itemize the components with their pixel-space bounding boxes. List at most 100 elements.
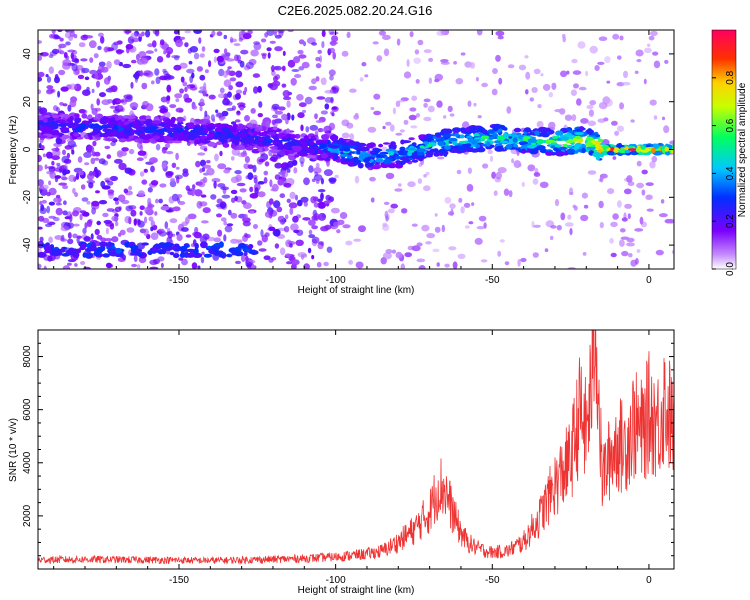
- heatmap-cell: [623, 70, 628, 79]
- heatmap-cell: [166, 84, 172, 93]
- heatmap-cell: [394, 188, 403, 192]
- spectrogram-y-label: Frequency (Hz): [8, 116, 19, 185]
- heatmap-cell: [272, 229, 280, 237]
- heatmap-cell: [245, 146, 254, 151]
- heatmap-cell: [460, 206, 465, 214]
- heatmap-cell: [323, 169, 333, 177]
- heatmap-cell: [486, 141, 491, 147]
- heatmap-cell: [116, 99, 125, 103]
- heatmap-cell: [401, 140, 408, 144]
- heatmap-cell: [180, 250, 185, 258]
- heatmap-cell: [55, 194, 61, 199]
- heatmap-cell: [286, 112, 291, 121]
- heatmap-cell: [118, 232, 122, 237]
- heatmap-cell: [390, 203, 399, 209]
- heatmap-cell: [349, 88, 357, 93]
- heatmap-cell: [305, 126, 310, 133]
- heatmap-cell: [301, 141, 308, 147]
- heatmap-cell: [520, 150, 526, 154]
- heatmap-cell: [224, 225, 233, 233]
- heatmap-cell: [117, 135, 123, 139]
- heatmap-cell: [101, 124, 111, 129]
- heatmap-cell: [67, 238, 74, 245]
- heatmap-cell: [62, 62, 71, 70]
- heatmap-cell: [639, 216, 644, 225]
- heatmap-cell: [126, 115, 134, 120]
- heatmap-cell: [635, 49, 644, 57]
- heatmap-cell: [43, 117, 48, 123]
- heatmap-cell: [141, 57, 149, 65]
- heatmap-cell: [341, 161, 349, 165]
- heatmap-cell: [320, 77, 327, 86]
- heatmap-cell: [145, 50, 154, 54]
- heatmap-cell: [216, 31, 223, 37]
- heatmap-cell: [121, 199, 130, 205]
- heatmap-cell: [550, 225, 557, 229]
- heatmap-cell: [72, 187, 76, 194]
- heatmap-cell: [271, 103, 280, 110]
- heatmap-cell: [573, 205, 578, 211]
- heatmap-cell: [664, 59, 669, 64]
- heatmap-cell: [194, 242, 199, 250]
- heatmap-cell: [481, 129, 488, 135]
- heatmap-cell: [648, 35, 655, 41]
- heatmap-cell: [416, 242, 423, 247]
- heatmap-cell: [213, 56, 217, 63]
- heatmap-cell: [228, 127, 238, 132]
- heatmap-cell: [217, 229, 223, 237]
- heatmap-cell: [383, 201, 390, 205]
- heatmap-cell: [659, 213, 668, 218]
- heatmap-cell: [617, 55, 622, 60]
- heatmap-cell: [38, 76, 43, 82]
- heatmap-cell: [52, 248, 61, 254]
- heatmap-cell: [90, 157, 96, 165]
- heatmap-cell: [652, 150, 663, 156]
- heatmap-cell: [114, 206, 122, 212]
- heatmap-cell: [293, 229, 300, 234]
- heatmap-cell: [257, 113, 263, 118]
- heatmap-cell: [536, 120, 544, 128]
- heatmap-cell: [285, 214, 289, 220]
- heatmap-cell: [580, 214, 589, 222]
- heatmap-cell: [452, 142, 458, 146]
- heatmap-cell: [286, 261, 293, 265]
- heatmap-cell: [311, 42, 317, 46]
- heatmap-cell: [51, 114, 60, 118]
- heatmap-cell: [612, 33, 620, 40]
- heatmap-cell: [274, 162, 283, 169]
- heatmap-cell: [436, 30, 446, 36]
- heatmap-cell: [286, 168, 291, 173]
- heatmap-cell: [231, 156, 235, 161]
- heatmap-cell: [348, 259, 353, 265]
- heatmap-cell: [58, 69, 66, 76]
- heatmap-cell: [181, 221, 189, 227]
- heatmap-cell: [133, 218, 137, 226]
- heatmap-cell: [311, 225, 318, 230]
- heatmap-cell: [139, 211, 143, 216]
- heatmap-cell: [227, 91, 232, 98]
- heatmap-cell: [525, 71, 531, 80]
- heatmap-cell: [170, 123, 178, 128]
- heatmap-cell: [397, 150, 403, 154]
- heatmap-cell: [168, 133, 175, 138]
- heatmap-cell: [238, 243, 246, 249]
- heatmap-cell: [258, 248, 267, 252]
- colorbar-tick-label: 0.4: [725, 166, 736, 180]
- heatmap-cell: [176, 197, 181, 203]
- heatmap-cell: [576, 137, 584, 143]
- heatmap-cell: [329, 74, 334, 81]
- heatmap-cell: [186, 135, 196, 139]
- heatmap-cell: [150, 226, 154, 232]
- heatmap-cell: [532, 252, 539, 258]
- heatmap-cell: [163, 73, 172, 81]
- spectrogram-x-axis: -150 -100 -50 0: [53, 30, 652, 286]
- heatmap-cell: [423, 135, 428, 140]
- heatmap-cell: [213, 237, 221, 243]
- heatmap-cell: [252, 164, 257, 173]
- heatmap-cell: [75, 136, 84, 140]
- heatmap-cell: [468, 221, 474, 225]
- heatmap-cell: [434, 213, 438, 217]
- heatmap-cell: [184, 86, 188, 92]
- heatmap-cell: [613, 147, 620, 153]
- heatmap-cell: [200, 256, 205, 264]
